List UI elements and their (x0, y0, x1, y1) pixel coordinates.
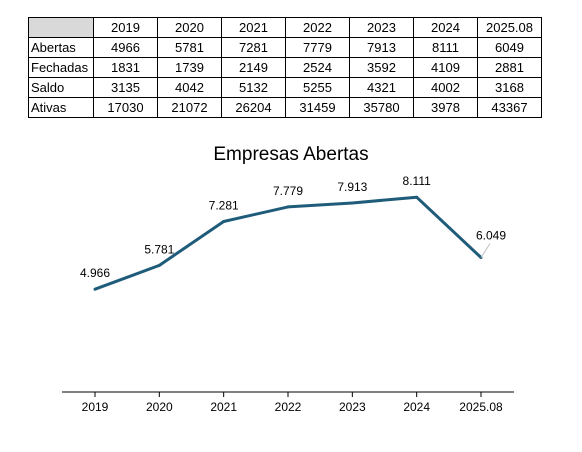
table-cell: 1831 (93, 57, 158, 78)
data-label: 4.966 (80, 266, 110, 280)
table-cell: 21072 (157, 97, 222, 118)
data-label: 6.049 (476, 229, 506, 243)
data-point (222, 219, 226, 223)
data-table: 2019 2020 2021 2022 2023 2024 2025.08 Abertas 49… (28, 17, 542, 118)
x-tick-label: 2020 (146, 400, 173, 414)
data-point (350, 201, 354, 205)
table-row-label: Ativas (28, 97, 94, 118)
table-cell: 35780 (349, 97, 414, 118)
table-corner-cell (28, 17, 94, 38)
x-tick-label: 2023 (339, 400, 366, 414)
table-cell: 6049 (477, 37, 542, 58)
data-point (286, 205, 290, 209)
data-point (93, 287, 97, 291)
table-cell: 3168 (477, 77, 542, 98)
table-header-row: 2019 2020 2021 2022 2023 2024 2025.08 (28, 17, 542, 38)
table-cell: 26204 (221, 97, 286, 118)
data-label: 7.779 (273, 184, 303, 198)
table-cell: 4321 (349, 77, 414, 98)
table-cell: 4966 (93, 37, 158, 58)
table-row: Abertas 4966 5781 7281 7779 7913 8111 6049 (28, 37, 542, 58)
table-header-cell: 2022 (285, 17, 350, 38)
data-label-leader (480, 243, 491, 258)
table-row: Ativas 17030 21072 26204 31459 35780 3978 43367 (28, 97, 542, 118)
data-label: 7.281 (209, 198, 239, 212)
chart-title: Empresas Abertas (213, 144, 369, 165)
table-row-label: Saldo (28, 77, 94, 98)
data-label: 7.913 (337, 180, 367, 194)
x-tick-label: 2021 (210, 400, 237, 414)
table-cell: 43367 (477, 97, 542, 118)
data-label: 8.111 (403, 174, 432, 188)
table-cell: 4042 (157, 77, 222, 98)
x-tick-label: 2019 (82, 400, 109, 414)
x-tick-label: 2022 (275, 400, 302, 414)
data-point (157, 263, 161, 267)
table-cell: 2149 (221, 57, 286, 78)
table-cell: 2524 (285, 57, 350, 78)
table-row-label: Fechadas (28, 57, 94, 78)
data-point (415, 195, 419, 199)
data-label: 5.781 (144, 242, 174, 256)
x-tick-label: 2025.08 (459, 400, 503, 414)
table-cell: 7779 (285, 37, 350, 58)
x-tick-label: 2024 (403, 400, 430, 414)
table-row: Saldo 3135 4042 5132 5255 4321 4002 3168 (28, 77, 542, 98)
table-cell: 3592 (349, 57, 414, 78)
table-row: Fechadas 1831 1739 2149 2524 3592 4109 2881 (28, 57, 542, 78)
